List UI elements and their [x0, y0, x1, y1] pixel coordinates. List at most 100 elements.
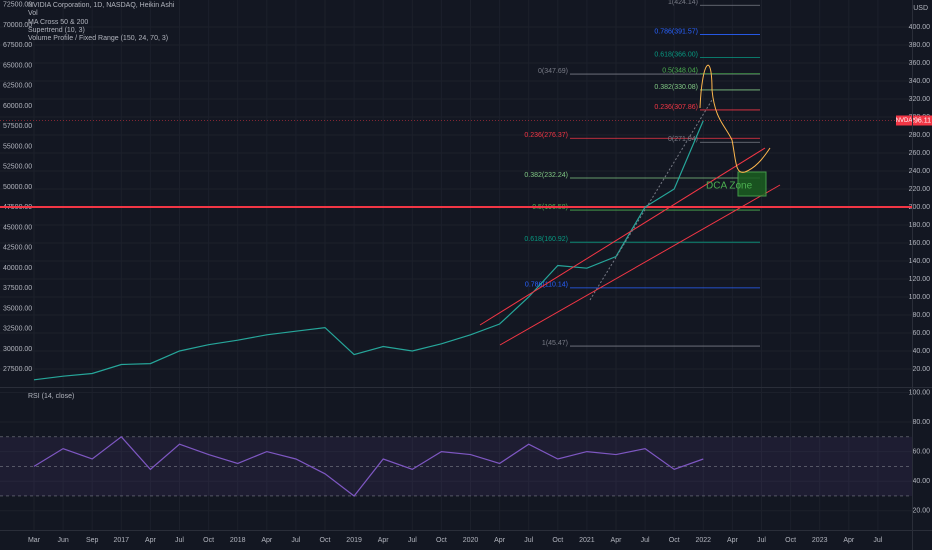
x-tick-label: Jun	[57, 537, 68, 544]
x-tick-label: Oct	[552, 537, 563, 544]
y2-tick-label: 55000.00	[3, 143, 32, 150]
x-tick-label: Apr	[843, 537, 855, 544]
x-tick-label: 2021	[579, 537, 595, 544]
y2-tick-label: 45000.00	[3, 224, 32, 231]
y-tick-label: 260.00	[909, 150, 931, 157]
y2-tick-label: 37500.00	[3, 285, 32, 292]
y2-tick-label: 52500.00	[3, 164, 32, 171]
fib-label: 0.5(348.04)	[662, 68, 698, 75]
y-tick-label: 280.00	[909, 132, 931, 139]
x-tick-label: 2022	[696, 537, 712, 544]
y-tick-label: 20.00	[912, 366, 930, 373]
y-tick-label: 220.00	[909, 186, 931, 193]
legend-item: Volume Profile / Fixed Range (150, 24, 7…	[28, 35, 168, 42]
x-tick-label: 2020	[463, 537, 479, 544]
x-tick-label: Apr	[727, 537, 739, 544]
y2-tick-label: 40000.00	[3, 265, 32, 272]
trend-line	[499, 184, 781, 346]
y2-tick-label: 67500.00	[3, 42, 32, 49]
y-tick-label: 340.00	[909, 78, 931, 85]
fib-label: 1(45.47)	[542, 340, 568, 347]
fib-label: 0(347.69)	[538, 68, 568, 75]
y-tick-label: 100.00	[909, 294, 931, 301]
legend-title: NVIDIA Corporation, 1D, NASDAQ, Heikin A…	[28, 2, 175, 9]
y2-tick-label: 72500.00	[3, 2, 32, 9]
y-tick-label: 40.00	[912, 348, 930, 355]
y2-tick-label: 27500.00	[3, 366, 32, 373]
legend-item: Supertrend (10, 3)	[28, 27, 85, 34]
y-tick-label: 20.00	[912, 508, 930, 515]
fib-label: 0.382(232.24)	[524, 172, 568, 179]
x-tick-label: 2017	[114, 537, 130, 544]
x-tick-label: Jul	[291, 537, 300, 544]
y2-tick-label: 57500.00	[3, 123, 32, 130]
y-tick-label: 60.00	[912, 448, 930, 455]
y2-tick-label: 60000.00	[3, 103, 32, 110]
fib-label: 1(424.14)	[668, 0, 698, 6]
dca-zone	[737, 171, 767, 197]
x-tick-label: Jul	[175, 537, 184, 544]
fib-label: 0.618(160.92)	[524, 236, 568, 243]
symbol-tag	[896, 115, 912, 126]
fib-label: 0.382(330.08)	[654, 84, 698, 91]
x-tick-label: Oct	[436, 537, 447, 544]
y2-tick-label: 50000.00	[3, 184, 32, 191]
x-tick-label: Oct	[785, 537, 796, 544]
y-tick-label: 160.00	[909, 240, 931, 247]
y-tick-label: 80.00	[912, 419, 930, 426]
fib-label: 0.618(366.00)	[654, 51, 698, 58]
price-line	[33, 120, 704, 381]
x-tick-label: Apr	[145, 537, 157, 544]
symbol-tag-label: NVDA	[896, 118, 913, 124]
y2-tick-label: 65000.00	[3, 62, 32, 69]
y-tick-label: 320.00	[909, 96, 931, 103]
y-tick-label: 120.00	[909, 276, 931, 283]
y-tick-label: 140.00	[909, 258, 931, 265]
x-tick-label: Sep	[86, 537, 99, 544]
y-tick-label: 380.00	[909, 42, 931, 49]
y-tick-label: 240.00	[909, 168, 931, 175]
trend-line	[589, 99, 713, 301]
fib-label: 0.236(307.86)	[654, 104, 698, 111]
fib-label: 0.786(110.14)	[525, 282, 568, 289]
y2-tick-label: 62500.00	[3, 83, 32, 90]
x-tick-label: Apr	[611, 537, 623, 544]
currency: USD	[913, 5, 928, 12]
fib-label: 0.236(276.37)	[524, 132, 568, 139]
y-tick-label: 180.00	[909, 222, 931, 229]
y2-tick-label: 30000.00	[3, 346, 32, 353]
price-line	[33, 435, 704, 497]
y-tick-label: 60.00	[912, 330, 930, 337]
x-tick-label: Oct	[320, 537, 331, 544]
fib-label: 0.786(391.57)	[654, 28, 698, 35]
x-tick-label: Apr	[378, 537, 390, 544]
x-tick-label: Jul	[524, 537, 533, 544]
x-tick-label: 2023	[812, 537, 828, 544]
x-tick-label: 2019	[346, 537, 362, 544]
x-tick-label: Apr	[494, 537, 506, 544]
x-tick-label: Jul	[641, 537, 650, 544]
trend-line	[479, 147, 766, 326]
legend-item: Vol	[28, 10, 38, 17]
y-tick-label: 100.00	[909, 389, 931, 396]
y-tick-label: 200.00	[909, 204, 931, 211]
price-tag	[913, 115, 932, 126]
path-drawing	[699, 64, 771, 173]
y2-tick-label: 42500.00	[3, 245, 32, 252]
x-tick-label: Apr	[261, 537, 273, 544]
x-tick-label: Oct	[203, 537, 214, 544]
y2-tick-label: 70000.00	[3, 22, 32, 29]
drawings	[479, 64, 781, 346]
y-tick-label: 80.00	[912, 312, 930, 319]
y-tick-label: 40.00	[912, 478, 930, 485]
y-tick-label: 360.00	[909, 60, 931, 67]
x-tick-label: Jul	[408, 537, 417, 544]
fib-label: 0(271.94)	[668, 136, 698, 143]
x-tick-label: Jul	[873, 537, 882, 544]
y2-tick-label: 35000.00	[3, 305, 32, 312]
rsi-title: RSI (14, close)	[28, 393, 74, 400]
x-tick-label: 2018	[230, 537, 246, 544]
